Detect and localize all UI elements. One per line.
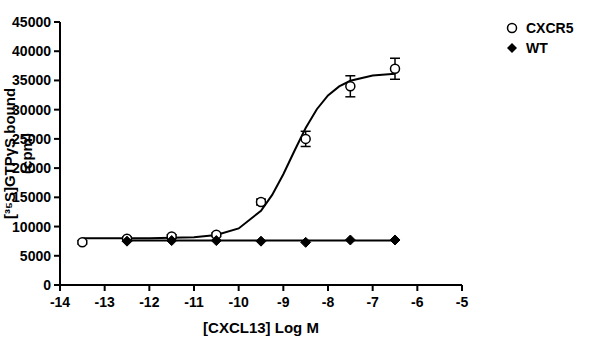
y-tick [54,109,60,111]
x-tick-label: -13 [95,294,115,310]
x-tick [372,285,374,291]
y-tick [54,21,60,23]
error-bar [345,76,355,97]
error-cap [345,75,355,77]
point [78,238,87,247]
y-tick-label: 5000 [20,248,51,264]
point [257,198,266,207]
x-tick-label: -5 [456,294,469,310]
x-tick [104,285,106,291]
x-tick-label: -7 [366,294,379,310]
x-tick [59,285,61,291]
point [211,236,221,246]
y-tick [54,226,60,228]
legend-label: CXCR5 [526,20,574,36]
legend-label: WT [526,40,548,56]
y-tick [54,255,60,257]
fit-curve [82,74,395,239]
point [391,64,400,73]
error-bar [301,131,311,146]
x-tick-label: -11 [184,294,204,310]
point [390,235,400,245]
x-tick-label: -9 [277,294,290,310]
y-tick [54,167,60,169]
y-tick [54,196,60,198]
y-tick-label: 0 [43,277,51,293]
y-tick-label: 40000 [12,43,51,59]
x-tick [238,285,240,291]
error-cap [390,57,400,59]
x-axis [60,284,462,286]
legend: CXCR5 WT [507,20,574,56]
x-tick [193,285,195,291]
y-tick-label: 35000 [12,72,51,88]
error-cap [301,131,311,133]
point [301,134,310,143]
error-cap [301,146,311,148]
point [301,237,311,247]
y-tick [54,79,60,81]
y-tick [54,138,60,140]
error-cap [390,79,400,81]
x-tick-label: -12 [139,294,159,310]
plot-area [77,58,400,247]
y-axis [59,22,61,285]
y-axis-label: [³⁵S]GTPγS bound [1,88,18,219]
y-tick-label: 10000 [12,219,51,235]
error-cap [345,96,355,98]
legend-marker [508,24,517,33]
y-axis-label: (cpm) [18,133,35,174]
chart: 0500010000150002000025000300003500040000… [0,0,607,360]
point [256,236,266,246]
x-tick-label: -14 [50,294,70,310]
y-tick [54,50,60,52]
x-tick [282,285,284,291]
x-tick-label: -6 [411,294,424,310]
point [346,82,355,91]
point [167,236,177,246]
x-tick [327,285,329,291]
y-tick-label: 45000 [12,14,51,30]
x-tick-label: -10 [229,294,249,310]
x-axis-label: [CXCL13] Log M [203,319,319,336]
error-bar [390,58,400,79]
point [345,235,355,245]
x-tick [461,285,463,291]
x-tick [148,285,150,291]
x-tick-label: -8 [322,294,335,310]
x-tick [416,285,418,291]
legend-marker [507,43,517,53]
point [122,236,132,246]
